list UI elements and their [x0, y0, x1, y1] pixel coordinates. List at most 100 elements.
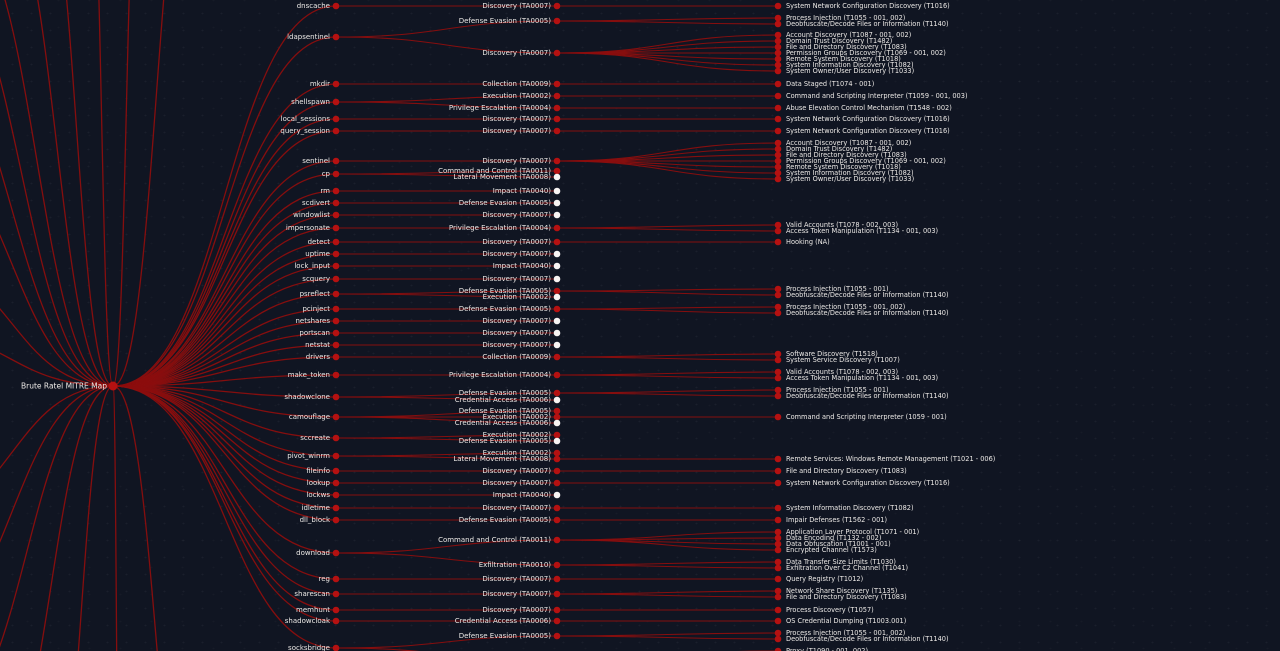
command-node-dot[interactable]: [332, 211, 340, 219]
command-node-dot[interactable]: [332, 479, 340, 487]
command-node-dot[interactable]: [332, 606, 340, 614]
command-node-dot[interactable]: [332, 157, 340, 165]
technique-node-dot[interactable]: [774, 606, 782, 614]
technique-node-dot[interactable]: [774, 37, 782, 45]
technique-node-dot[interactable]: [774, 31, 782, 39]
technique-node-dot[interactable]: [774, 221, 782, 229]
tactic-node-dot[interactable]: [553, 187, 561, 195]
command-node-dot[interactable]: [332, 434, 340, 442]
command-node-dot[interactable]: [332, 371, 340, 379]
tactic-node-dot[interactable]: [553, 504, 561, 512]
tactic-node-dot[interactable]: [553, 371, 561, 379]
command-node-dot[interactable]: [332, 115, 340, 123]
command-node-dot[interactable]: [332, 199, 340, 207]
tactic-node-dot[interactable]: [553, 606, 561, 614]
technique-node-dot[interactable]: [774, 92, 782, 100]
technique-node-dot[interactable]: [774, 104, 782, 112]
technique-node-dot[interactable]: [774, 528, 782, 536]
tactic-node-dot[interactable]: [553, 287, 561, 295]
tactic-node-dot[interactable]: [553, 431, 561, 439]
technique-node-dot[interactable]: [774, 413, 782, 421]
technique-node-dot[interactable]: [774, 587, 782, 595]
technique-node-dot[interactable]: [774, 285, 782, 293]
tactic-node-dot[interactable]: [553, 516, 561, 524]
tactic-node-dot[interactable]: [553, 115, 561, 123]
tactic-node-dot[interactable]: [553, 590, 561, 598]
tactic-node-dot[interactable]: [553, 575, 561, 583]
tactic-node-dot[interactable]: [553, 199, 561, 207]
technique-node-dot[interactable]: [774, 558, 782, 566]
tactic-node-dot[interactable]: [553, 419, 561, 427]
technique-node-dot[interactable]: [774, 467, 782, 475]
technique-node-dot[interactable]: [774, 2, 782, 10]
command-node-dot[interactable]: [332, 317, 340, 325]
technique-node-dot[interactable]: [774, 593, 782, 601]
tactic-node-dot[interactable]: [553, 317, 561, 325]
tactic-node-dot[interactable]: [553, 167, 561, 175]
command-node-dot[interactable]: [332, 2, 340, 10]
tactic-node-dot[interactable]: [553, 17, 561, 25]
technique-node-dot[interactable]: [774, 647, 782, 651]
command-node-dot[interactable]: [332, 353, 340, 361]
tactic-node-dot[interactable]: [553, 396, 561, 404]
tactic-node-dot[interactable]: [553, 238, 561, 246]
technique-node-dot[interactable]: [774, 575, 782, 583]
tactic-node-dot[interactable]: [553, 491, 561, 499]
tactic-node-dot[interactable]: [553, 275, 561, 283]
command-node-dot[interactable]: [332, 187, 340, 195]
tactic-node-dot[interactable]: [553, 262, 561, 270]
tactic-node-dot[interactable]: [553, 173, 561, 181]
technique-node-dot[interactable]: [774, 534, 782, 542]
technique-node-dot[interactable]: [774, 629, 782, 637]
command-node-dot[interactable]: [332, 224, 340, 232]
tactic-node-dot[interactable]: [553, 80, 561, 88]
technique-node-dot[interactable]: [774, 303, 782, 311]
technique-node-dot[interactable]: [774, 14, 782, 22]
technique-node-dot[interactable]: [774, 175, 782, 183]
command-node-dot[interactable]: [332, 393, 340, 401]
technique-node-dot[interactable]: [774, 516, 782, 524]
technique-node-dot[interactable]: [774, 80, 782, 88]
command-node-dot[interactable]: [332, 590, 340, 598]
command-node-dot[interactable]: [332, 491, 340, 499]
tactic-node-dot[interactable]: [553, 632, 561, 640]
command-node-dot[interactable]: [332, 329, 340, 337]
technique-node-dot[interactable]: [774, 291, 782, 299]
tactic-node-dot[interactable]: [553, 224, 561, 232]
technique-node-dot[interactable]: [774, 455, 782, 463]
command-node-dot[interactable]: [332, 452, 340, 460]
command-node-dot[interactable]: [332, 467, 340, 475]
technique-node-dot[interactable]: [774, 55, 782, 63]
technique-node-dot[interactable]: [774, 169, 782, 177]
technique-node-dot[interactable]: [774, 564, 782, 572]
technique-node-dot[interactable]: [774, 20, 782, 28]
technique-node-dot[interactable]: [774, 151, 782, 159]
root-node-dot[interactable]: [108, 381, 118, 391]
command-node-dot[interactable]: [332, 275, 340, 283]
tactic-node-dot[interactable]: [553, 157, 561, 165]
technique-node-dot[interactable]: [774, 238, 782, 246]
technique-node-dot[interactable]: [774, 504, 782, 512]
technique-node-dot[interactable]: [774, 635, 782, 643]
technique-node-dot[interactable]: [774, 115, 782, 123]
command-node-dot[interactable]: [332, 549, 340, 557]
tactic-node-dot[interactable]: [553, 293, 561, 301]
command-node-dot[interactable]: [332, 33, 340, 41]
technique-node-dot[interactable]: [774, 617, 782, 625]
tactic-node-dot[interactable]: [553, 211, 561, 219]
command-node-dot[interactable]: [332, 80, 340, 88]
technique-node-dot[interactable]: [774, 61, 782, 69]
tactic-node-dot[interactable]: [553, 49, 561, 57]
technique-node-dot[interactable]: [774, 479, 782, 487]
tactic-node-dot[interactable]: [553, 479, 561, 487]
command-node-dot[interactable]: [332, 290, 340, 298]
tactic-node-dot[interactable]: [553, 455, 561, 463]
tactic-node-dot[interactable]: [553, 561, 561, 569]
technique-node-dot[interactable]: [774, 157, 782, 165]
tactic-node-dot[interactable]: [553, 353, 561, 361]
command-node-dot[interactable]: [332, 516, 340, 524]
technique-node-dot[interactable]: [774, 163, 782, 171]
command-node-dot[interactable]: [332, 504, 340, 512]
command-node-dot[interactable]: [332, 238, 340, 246]
technique-node-dot[interactable]: [774, 139, 782, 147]
